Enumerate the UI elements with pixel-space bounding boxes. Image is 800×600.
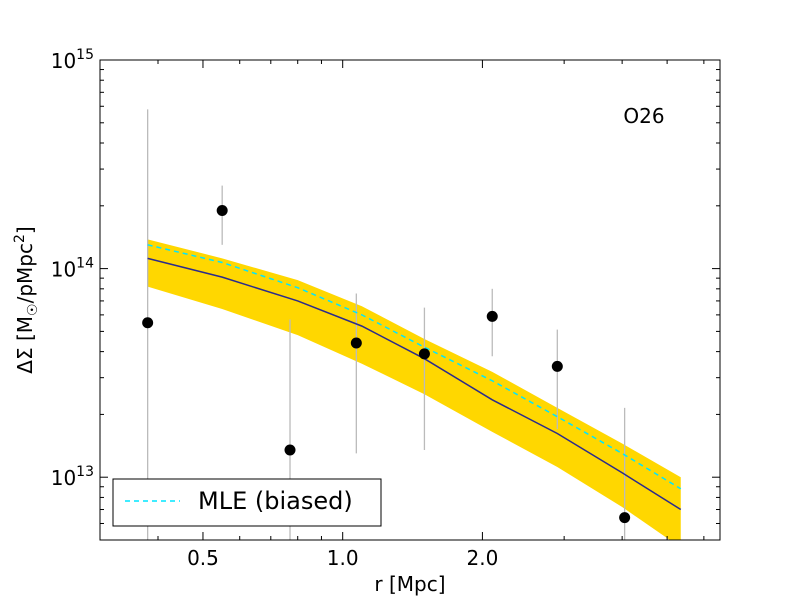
data-point-4	[350, 337, 362, 349]
x-axis-ticks: 0.5 1.0 2.0	[99, 60, 705, 570]
legend: MLE (biased)	[112, 478, 382, 527]
y-tick-label-15: 1015	[51, 47, 94, 73]
x-tick-label-2.0: 2.0	[467, 546, 499, 570]
plot-frame	[99, 59, 721, 541]
y-axis-ticks: 1013 1014 1015	[51, 47, 720, 541]
data-point-3	[284, 444, 296, 456]
data-point-6	[486, 310, 498, 322]
annotation-label: O26	[623, 104, 664, 128]
data-point-1	[142, 317, 154, 329]
x-tick-label-0.5: 0.5	[187, 546, 219, 570]
x-axis-label: r [Mpc]	[374, 572, 445, 596]
confidence-band	[147, 239, 681, 540]
data-point-5	[418, 348, 430, 360]
y-tick-label-13: 1013	[51, 464, 94, 490]
y-tick-label-14: 1014	[51, 256, 94, 282]
y-axis-label: ΔΣ [M☉/pMpc2]	[12, 226, 41, 373]
mle-biased-line	[147, 244, 682, 490]
legend-box	[112, 478, 382, 527]
data-points-group	[142, 204, 631, 524]
data-point-2	[216, 204, 228, 216]
x-tick-label-1.0: 1.0	[327, 546, 359, 570]
legend-mle-label: MLE (biased)	[198, 487, 353, 515]
data-point-7	[551, 360, 563, 372]
plot-area	[142, 109, 682, 540]
data-point-8	[619, 512, 631, 524]
